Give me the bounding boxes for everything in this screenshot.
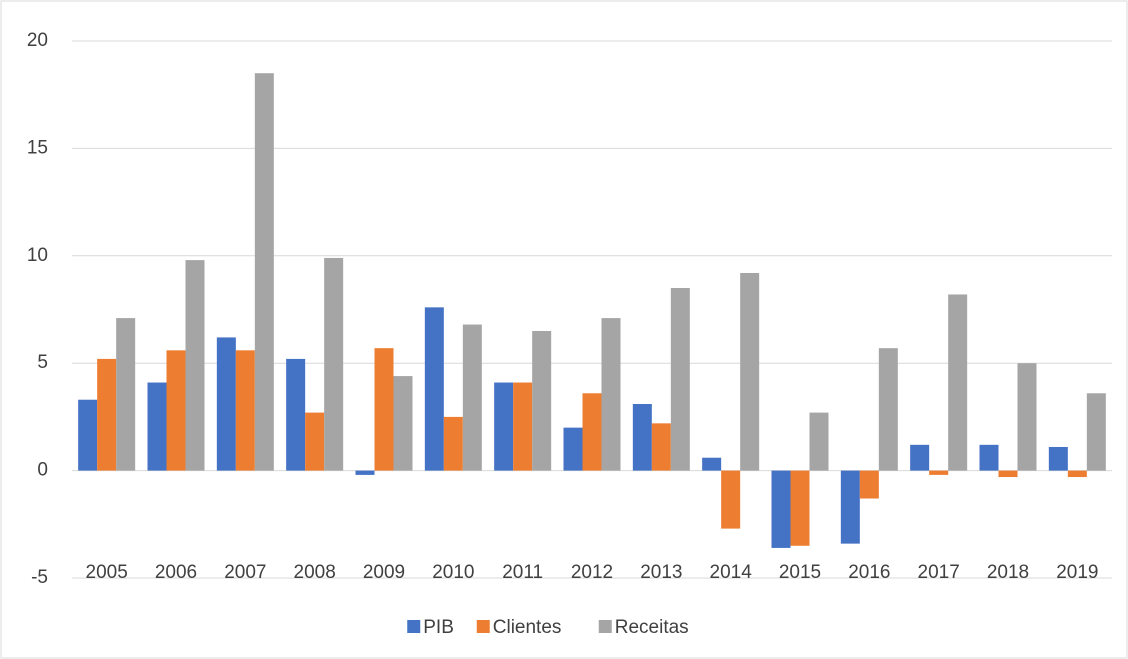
bar (494, 382, 514, 471)
bar (185, 260, 205, 471)
x-tick-label: 2010 (432, 562, 474, 583)
bar (651, 423, 671, 471)
bar (878, 348, 898, 471)
x-tick-label: 2014 (710, 562, 753, 583)
bar (147, 382, 167, 471)
bar (771, 470, 791, 548)
bar (374, 348, 394, 471)
y-tick-label: 0 (37, 460, 48, 481)
bar (740, 272, 760, 471)
bar (424, 307, 444, 471)
bar (859, 470, 879, 499)
bar (1067, 470, 1087, 478)
x-tick-label: 2006 (155, 562, 197, 583)
bar (532, 330, 552, 471)
bar (948, 294, 968, 471)
bar (324, 257, 344, 471)
bar (790, 470, 810, 546)
bar (1048, 446, 1068, 471)
x-tick-label: 2011 (502, 562, 543, 583)
bar (632, 404, 652, 471)
bar (166, 350, 186, 471)
y-tick-label: 20 (27, 30, 48, 51)
bar (702, 457, 722, 471)
legend-swatch (476, 620, 490, 633)
y-tick-label: 5 (37, 352, 48, 373)
y-tick-label: -5 (31, 567, 48, 588)
bar (97, 358, 117, 471)
x-tick-label: 2018 (987, 562, 1029, 583)
legend-swatch (598, 620, 612, 633)
legend-swatch (407, 620, 421, 633)
x-tick-label: 2015 (779, 562, 821, 583)
legend-label: Receitas (615, 617, 689, 638)
bar (929, 470, 949, 475)
bar (116, 318, 136, 471)
bar (721, 470, 741, 529)
bar (235, 350, 255, 471)
bar (840, 470, 860, 544)
x-tick-label: 2005 (86, 562, 128, 583)
bar (513, 382, 533, 471)
bar (979, 444, 999, 471)
bar (443, 416, 463, 471)
bar (910, 444, 930, 471)
bar (563, 427, 583, 471)
bar (393, 376, 413, 471)
bar (462, 324, 482, 471)
x-tick-label: 2012 (571, 562, 613, 583)
bar (254, 73, 274, 471)
x-tick-label: 2017 (918, 562, 960, 583)
bar (601, 318, 621, 471)
y-tick-label: 10 (27, 245, 48, 266)
y-tick-label: 15 (27, 137, 48, 158)
bar (355, 470, 375, 475)
bar (809, 412, 829, 471)
legend-label: PIB (423, 617, 454, 638)
legend-label: Clientes (493, 617, 562, 638)
bar (305, 412, 325, 471)
bar (286, 358, 306, 471)
bar (998, 470, 1018, 478)
x-tick-label: 2007 (224, 562, 266, 583)
x-tick-label: 2008 (294, 562, 336, 583)
bar (582, 393, 602, 471)
bar (78, 399, 98, 471)
x-tick-label: 2009 (363, 562, 405, 583)
bar (1017, 363, 1037, 471)
bar (216, 337, 236, 471)
x-tick-label: 2019 (1056, 562, 1098, 583)
x-tick-label: 2016 (848, 562, 890, 583)
bar (1086, 393, 1106, 471)
bar (670, 288, 690, 471)
x-tick-label: 2013 (640, 562, 682, 583)
